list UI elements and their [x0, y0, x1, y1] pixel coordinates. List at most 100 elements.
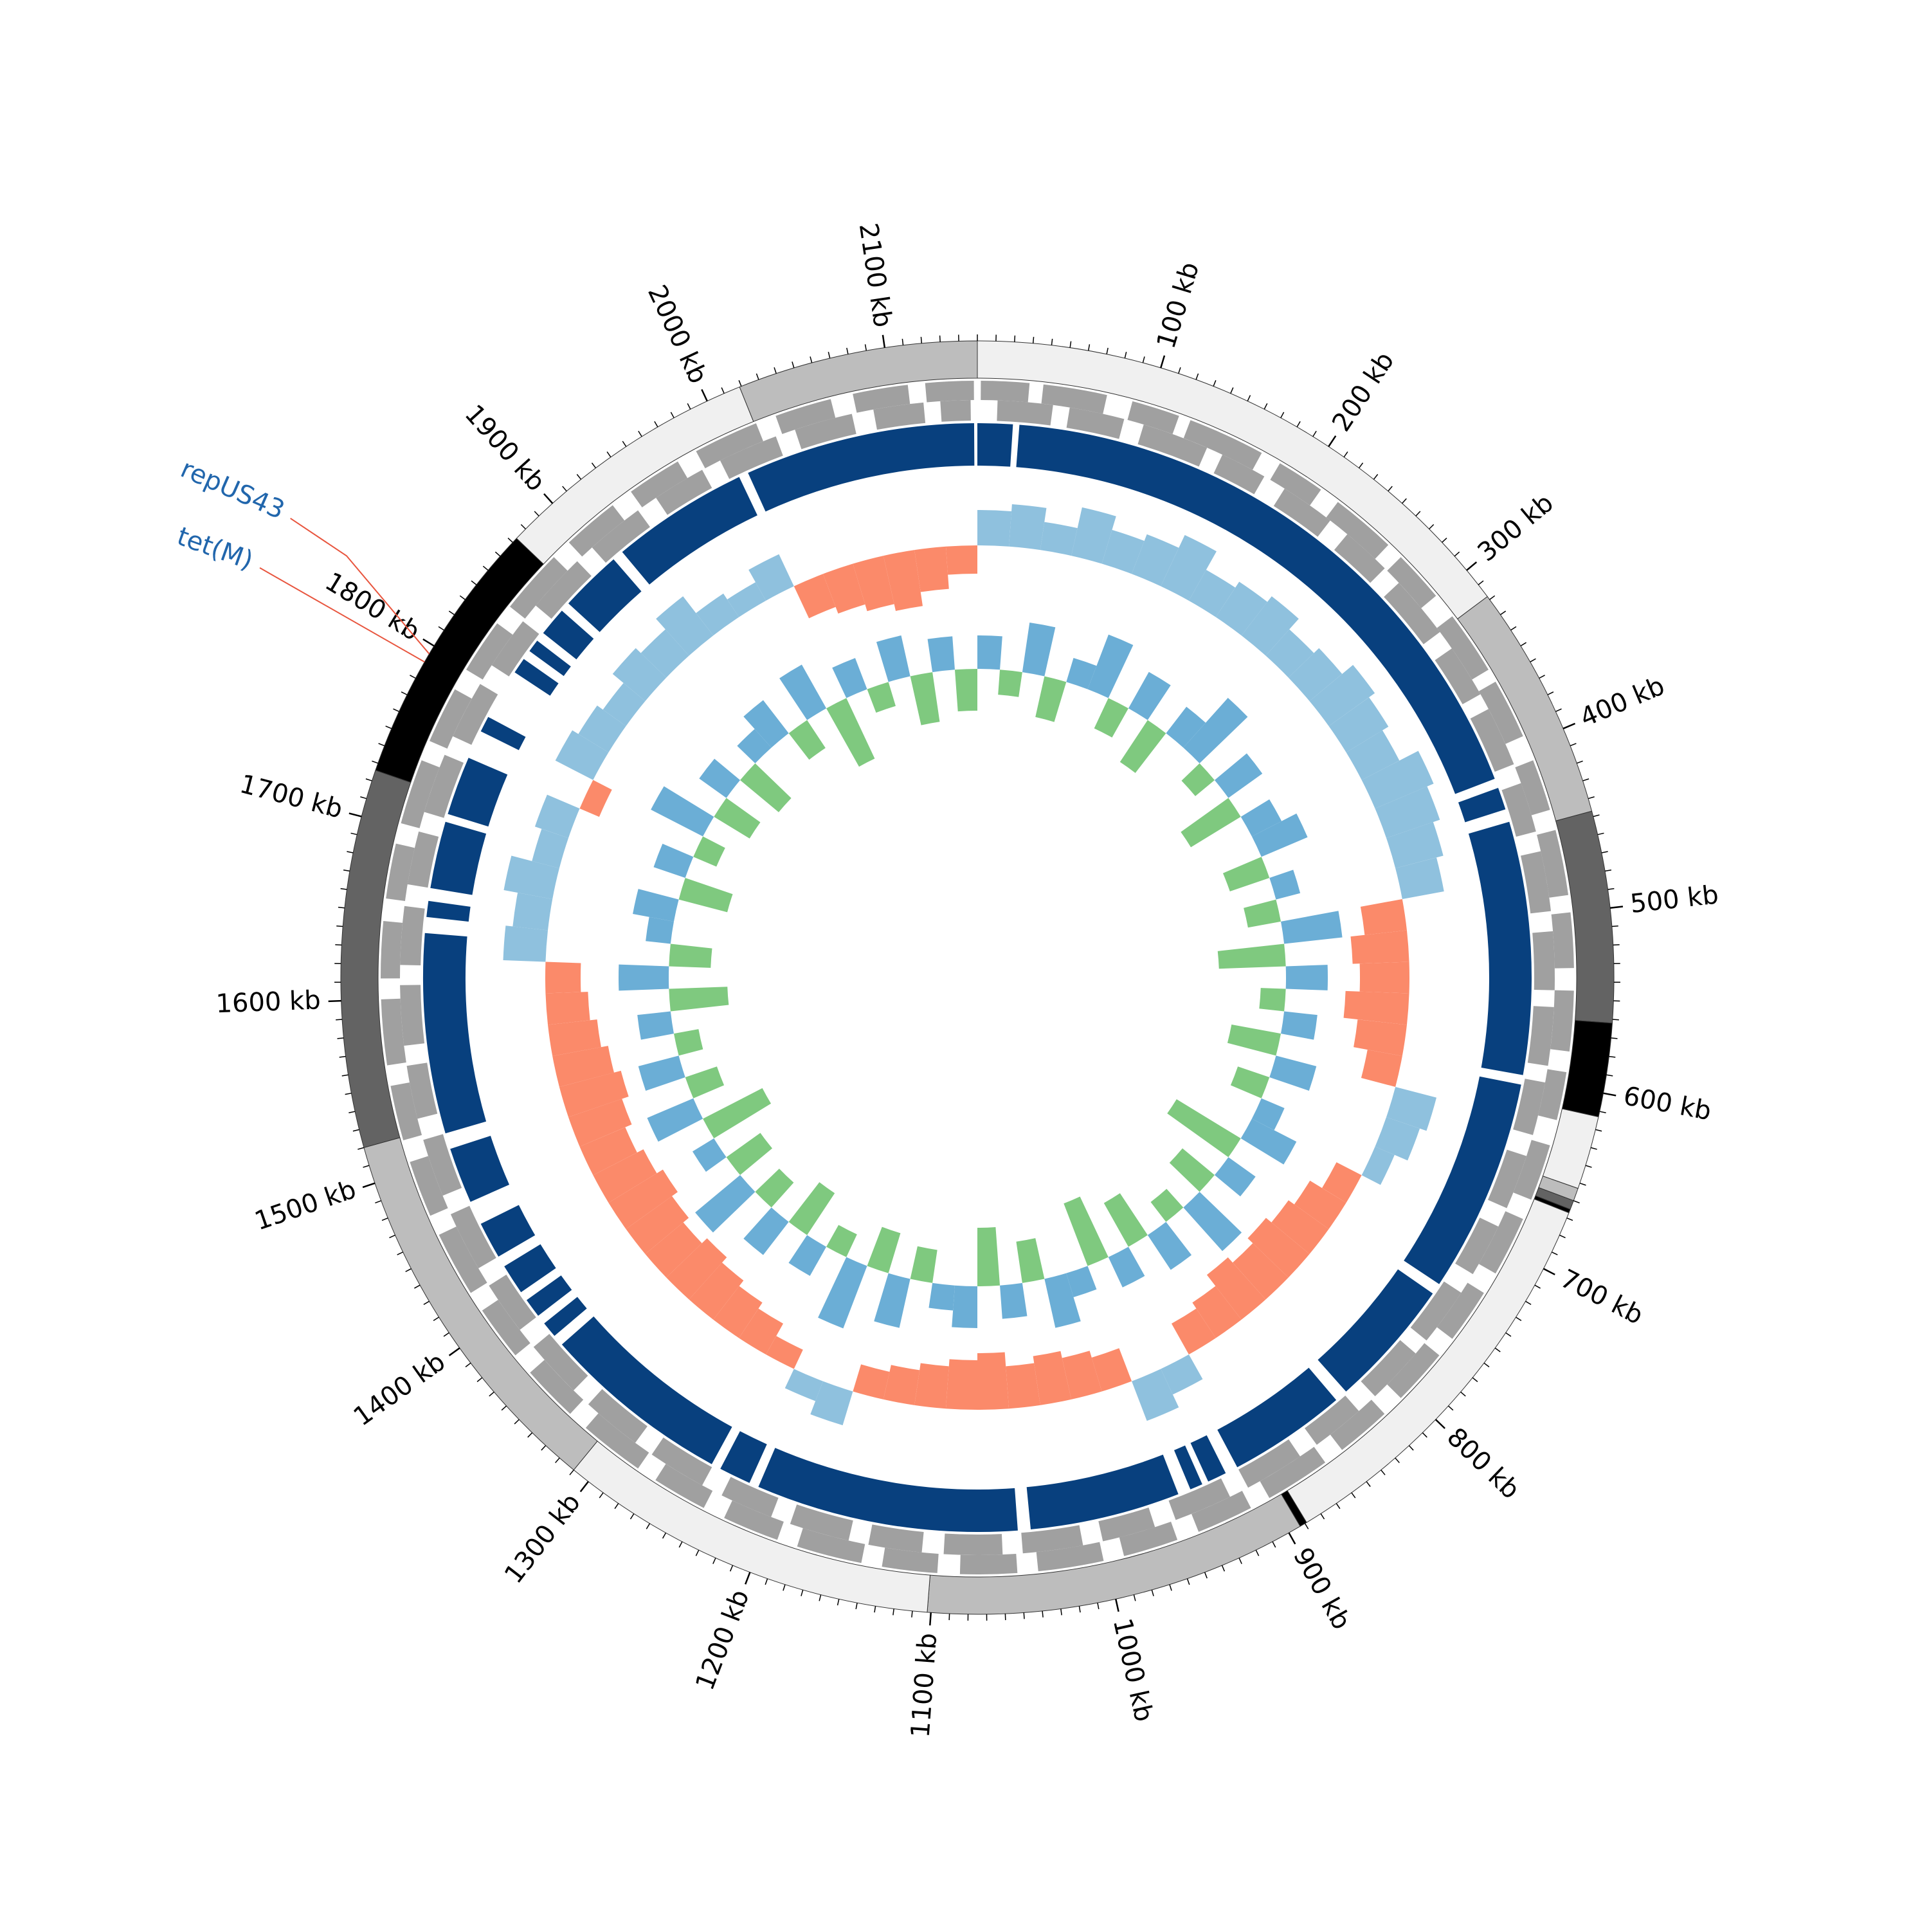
tick-label: 1100 kb	[906, 1632, 943, 1738]
annotation-label: tet(M)	[173, 522, 257, 576]
minor-tick	[792, 361, 794, 368]
minor-tick	[1336, 1504, 1340, 1509]
gc-skew-bar	[867, 1227, 901, 1273]
gc-skew-bar	[826, 1225, 857, 1257]
gc-skew-bar	[669, 987, 729, 1011]
gene	[981, 381, 1029, 402]
minor-tick	[460, 596, 465, 599]
minor-tick	[1588, 797, 1595, 799]
minor-tick	[1402, 498, 1407, 503]
minor-tick	[379, 743, 385, 746]
gc-skew-bar	[727, 1133, 772, 1175]
minor-tick	[847, 348, 848, 354]
minor-tick	[1381, 1470, 1385, 1475]
minor-tick	[1516, 1317, 1521, 1320]
tick-label: 700 kb	[1555, 1264, 1647, 1331]
minor-tick	[646, 1524, 649, 1529]
tick	[544, 494, 552, 504]
tick	[1289, 1533, 1296, 1544]
homology-segment	[426, 901, 470, 922]
minor-tick	[655, 421, 658, 427]
gc-skew-bar	[1064, 1196, 1108, 1266]
gc-skew-bar	[1269, 870, 1300, 899]
minor-tick	[1595, 1129, 1602, 1131]
minor-tick	[1061, 1608, 1062, 1615]
gc-skew-bar	[653, 844, 693, 878]
gc-skew-bar	[1035, 676, 1066, 722]
gc-content-bar	[1361, 899, 1407, 935]
minor-tick	[1598, 833, 1604, 834]
minor-tick	[663, 1533, 666, 1538]
minor-tick	[630, 1514, 633, 1519]
minor-tick	[1321, 1514, 1324, 1519]
minor-tick	[444, 1333, 449, 1336]
tick-label: 1900 kb	[459, 399, 551, 497]
minor-tick	[902, 339, 903, 345]
minor-tick	[679, 1542, 682, 1547]
gc-skew-bar	[998, 670, 1022, 697]
minor-tick	[783, 1585, 785, 1591]
tick	[1543, 1269, 1555, 1275]
tick	[1161, 356, 1164, 368]
gc-skew-bar	[1016, 1238, 1044, 1283]
minor-tick	[349, 1111, 355, 1113]
minor-tick	[856, 1603, 857, 1609]
gc-content-bar	[1361, 1050, 1402, 1087]
minor-tick	[366, 779, 372, 781]
minor-tick	[351, 833, 358, 834]
minor-tick	[838, 1599, 839, 1605]
tick	[1116, 1599, 1118, 1612]
tick-label: 500 kb	[1629, 880, 1720, 919]
minor-tick	[1495, 1348, 1500, 1352]
gc-skew-bar	[832, 658, 867, 698]
minor-tick	[514, 1419, 519, 1424]
minor-tick	[1313, 431, 1316, 436]
minor-tick	[1256, 1550, 1258, 1556]
minor-tick	[865, 344, 867, 351]
gene	[944, 1534, 1003, 1555]
minor-tick	[1583, 779, 1589, 781]
gc-skew-bar	[874, 1273, 910, 1328]
tick-label: 2000 kb	[642, 280, 713, 388]
minor-tick	[592, 463, 595, 468]
minor-tick	[1042, 1611, 1043, 1618]
minor-tick	[382, 1218, 388, 1221]
gc-skew-bar	[1269, 1055, 1316, 1091]
minor-tick	[1422, 1433, 1427, 1437]
tick-label: 800 kb	[1441, 1422, 1525, 1505]
minor-tick	[372, 761, 377, 763]
minor-tick	[1366, 1482, 1370, 1487]
minor-tick	[1535, 1285, 1541, 1288]
minor-tick	[1526, 1301, 1532, 1304]
minor-tick	[1548, 692, 1553, 695]
gc-skew-bar	[1120, 720, 1166, 773]
gc-skew-bar	[789, 720, 826, 760]
minor-tick	[342, 1075, 349, 1076]
minor-tick	[1580, 1183, 1586, 1185]
minor-tick	[1143, 356, 1145, 363]
minor-tick	[1573, 1201, 1579, 1203]
gc-skew-bar	[1181, 763, 1214, 796]
gc-skew-bar	[619, 965, 669, 991]
gene	[1550, 990, 1574, 1052]
gc-skew-bar	[679, 878, 733, 912]
gene	[940, 400, 971, 422]
minor-tick	[358, 1147, 364, 1149]
minor-tick	[336, 1019, 342, 1020]
minor-tick	[1373, 475, 1377, 480]
minor-tick	[1359, 463, 1363, 468]
gc-skew-bar	[1170, 1148, 1215, 1192]
minor-tick	[397, 1252, 403, 1255]
tick-label: 1000 kb	[1107, 1616, 1159, 1724]
minor-tick	[1448, 1406, 1453, 1410]
minor-tick	[671, 412, 674, 418]
tick-label: 1400 kb	[349, 1347, 451, 1432]
gc-content-bar	[1360, 961, 1409, 993]
minor-tick	[1600, 1111, 1606, 1113]
minor-tick	[756, 374, 758, 379]
minor-tick	[1586, 1165, 1592, 1167]
gc-skew-bar	[695, 1175, 755, 1232]
tick	[745, 1572, 750, 1585]
tick-label: 1300 kb	[499, 1488, 586, 1589]
